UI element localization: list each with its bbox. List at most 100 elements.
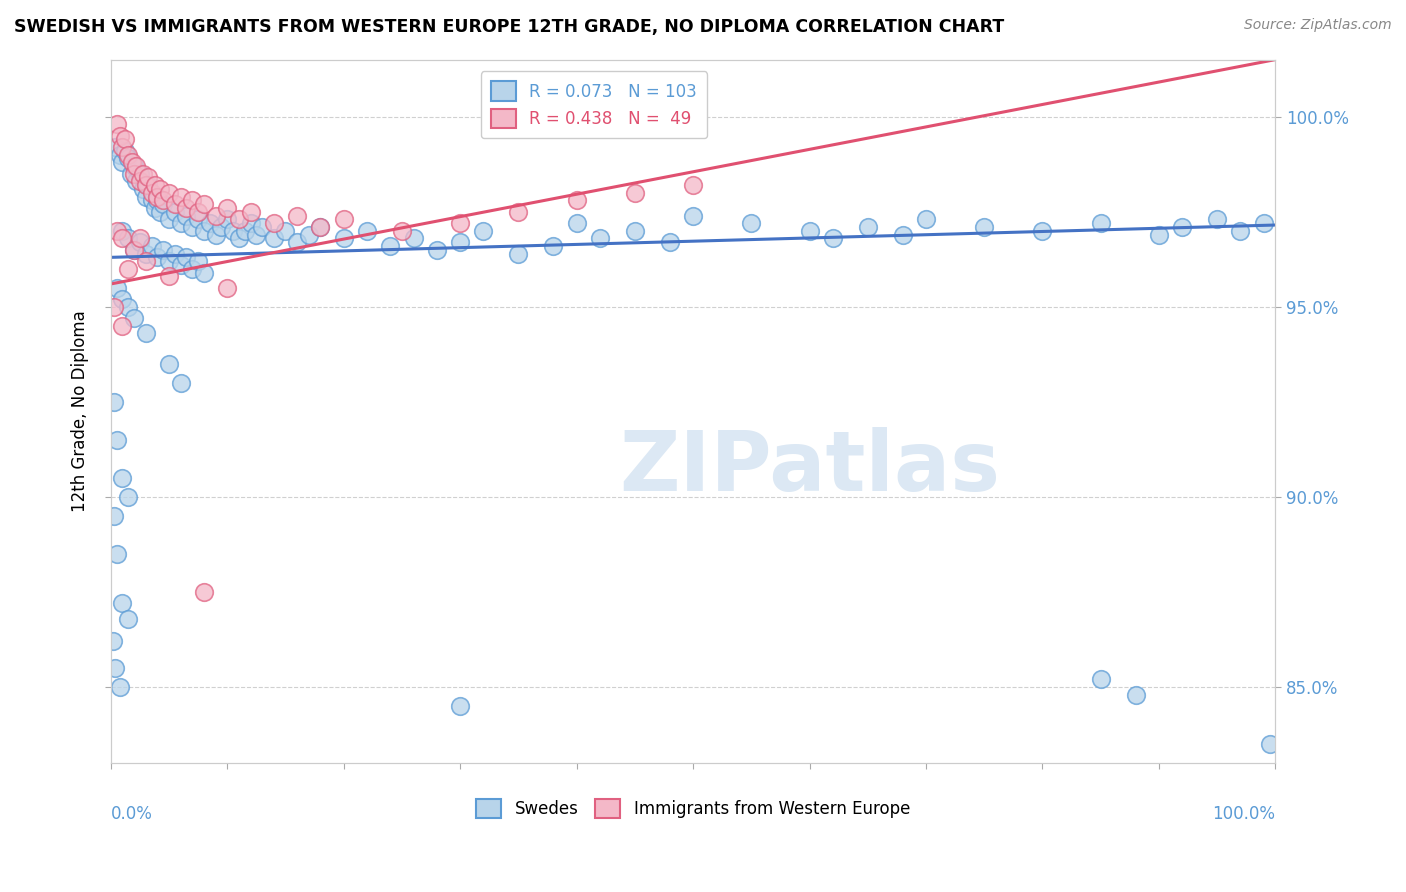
Point: [298, 227, 321, 242]
Point: [169, 376, 191, 390]
Point: [135, 254, 157, 268]
Point: [122, 243, 145, 257]
Point: [543, 239, 565, 253]
Point: [125, 159, 148, 173]
Point: [149, 204, 172, 219]
Point: [239, 216, 262, 230]
Point: [105, 547, 128, 561]
Point: [426, 243, 449, 257]
Point: [217, 201, 239, 215]
Point: [111, 224, 134, 238]
Point: [141, 194, 163, 208]
Point: [402, 231, 425, 245]
Point: [1171, 219, 1194, 234]
Point: [233, 224, 256, 238]
Point: [198, 216, 221, 230]
Point: [1031, 224, 1053, 238]
Point: [973, 219, 995, 234]
Point: [163, 246, 186, 260]
Point: [117, 261, 139, 276]
Point: [915, 212, 938, 227]
Point: [1206, 212, 1229, 227]
Point: [128, 235, 150, 249]
Point: [508, 246, 530, 260]
Point: [169, 189, 191, 203]
Point: [141, 239, 163, 253]
Point: [163, 204, 186, 219]
Point: [449, 216, 471, 230]
Point: [122, 159, 145, 173]
Point: [856, 219, 879, 234]
Point: [169, 216, 191, 230]
Text: ZIPatlas: ZIPatlas: [619, 427, 1000, 508]
Point: [204, 227, 226, 242]
Text: SWEDISH VS IMMIGRANTS FROM WESTERN EUROPE 12TH GRADE, NO DIPLOMA CORRELATION CHA: SWEDISH VS IMMIGRANTS FROM WESTERN EUROP…: [14, 18, 1004, 36]
Text: 100.0%: 100.0%: [1212, 805, 1275, 823]
Point: [285, 209, 308, 223]
Point: [117, 490, 139, 504]
Point: [135, 246, 157, 260]
Point: [228, 212, 250, 227]
Point: [122, 243, 145, 257]
Legend: Swedes, Immigrants from Western Europe: Swedes, Immigrants from Western Europe: [470, 793, 917, 825]
Point: [239, 204, 262, 219]
Point: [122, 311, 145, 326]
Point: [589, 231, 612, 245]
Point: [1258, 737, 1281, 751]
Point: [1090, 673, 1112, 687]
Point: [157, 357, 180, 371]
Point: [136, 178, 159, 193]
Point: [176, 251, 198, 265]
Point: [152, 243, 174, 257]
Point: [108, 680, 131, 694]
Point: [472, 224, 495, 238]
Point: [105, 433, 128, 447]
Point: [117, 147, 139, 161]
Point: [508, 204, 530, 219]
Point: [891, 227, 914, 242]
Point: [111, 231, 134, 245]
Point: [143, 201, 166, 215]
Point: [682, 178, 704, 193]
Point: [111, 471, 134, 485]
Point: [125, 174, 148, 188]
Point: [565, 194, 588, 208]
Point: [141, 186, 163, 200]
Point: [111, 292, 134, 306]
Point: [228, 231, 250, 245]
Point: [114, 132, 136, 146]
Point: [217, 281, 239, 295]
Point: [105, 281, 128, 295]
Point: [187, 204, 209, 219]
Point: [250, 219, 273, 234]
Point: [391, 224, 413, 238]
Point: [146, 189, 169, 203]
Point: [117, 300, 139, 314]
Point: [193, 224, 215, 238]
Point: [108, 147, 131, 161]
Y-axis label: 12th Grade, No Diploma: 12th Grade, No Diploma: [72, 310, 89, 512]
Point: [135, 178, 157, 193]
Point: [682, 209, 704, 223]
Point: [332, 212, 354, 227]
Point: [146, 251, 169, 265]
Point: [103, 395, 125, 409]
Point: [105, 224, 128, 238]
Point: [309, 219, 332, 234]
Point: [169, 258, 191, 272]
Point: [217, 212, 239, 227]
Point: [122, 167, 145, 181]
Point: [449, 699, 471, 714]
Point: [103, 300, 125, 314]
Point: [108, 128, 131, 143]
Point: [1090, 216, 1112, 230]
Point: [117, 612, 139, 626]
Point: [132, 182, 155, 196]
Point: [104, 661, 127, 675]
Point: [135, 189, 157, 203]
Point: [1125, 688, 1147, 702]
Point: [658, 235, 681, 249]
Point: [103, 508, 125, 523]
Point: [176, 209, 198, 223]
Point: [799, 224, 821, 238]
